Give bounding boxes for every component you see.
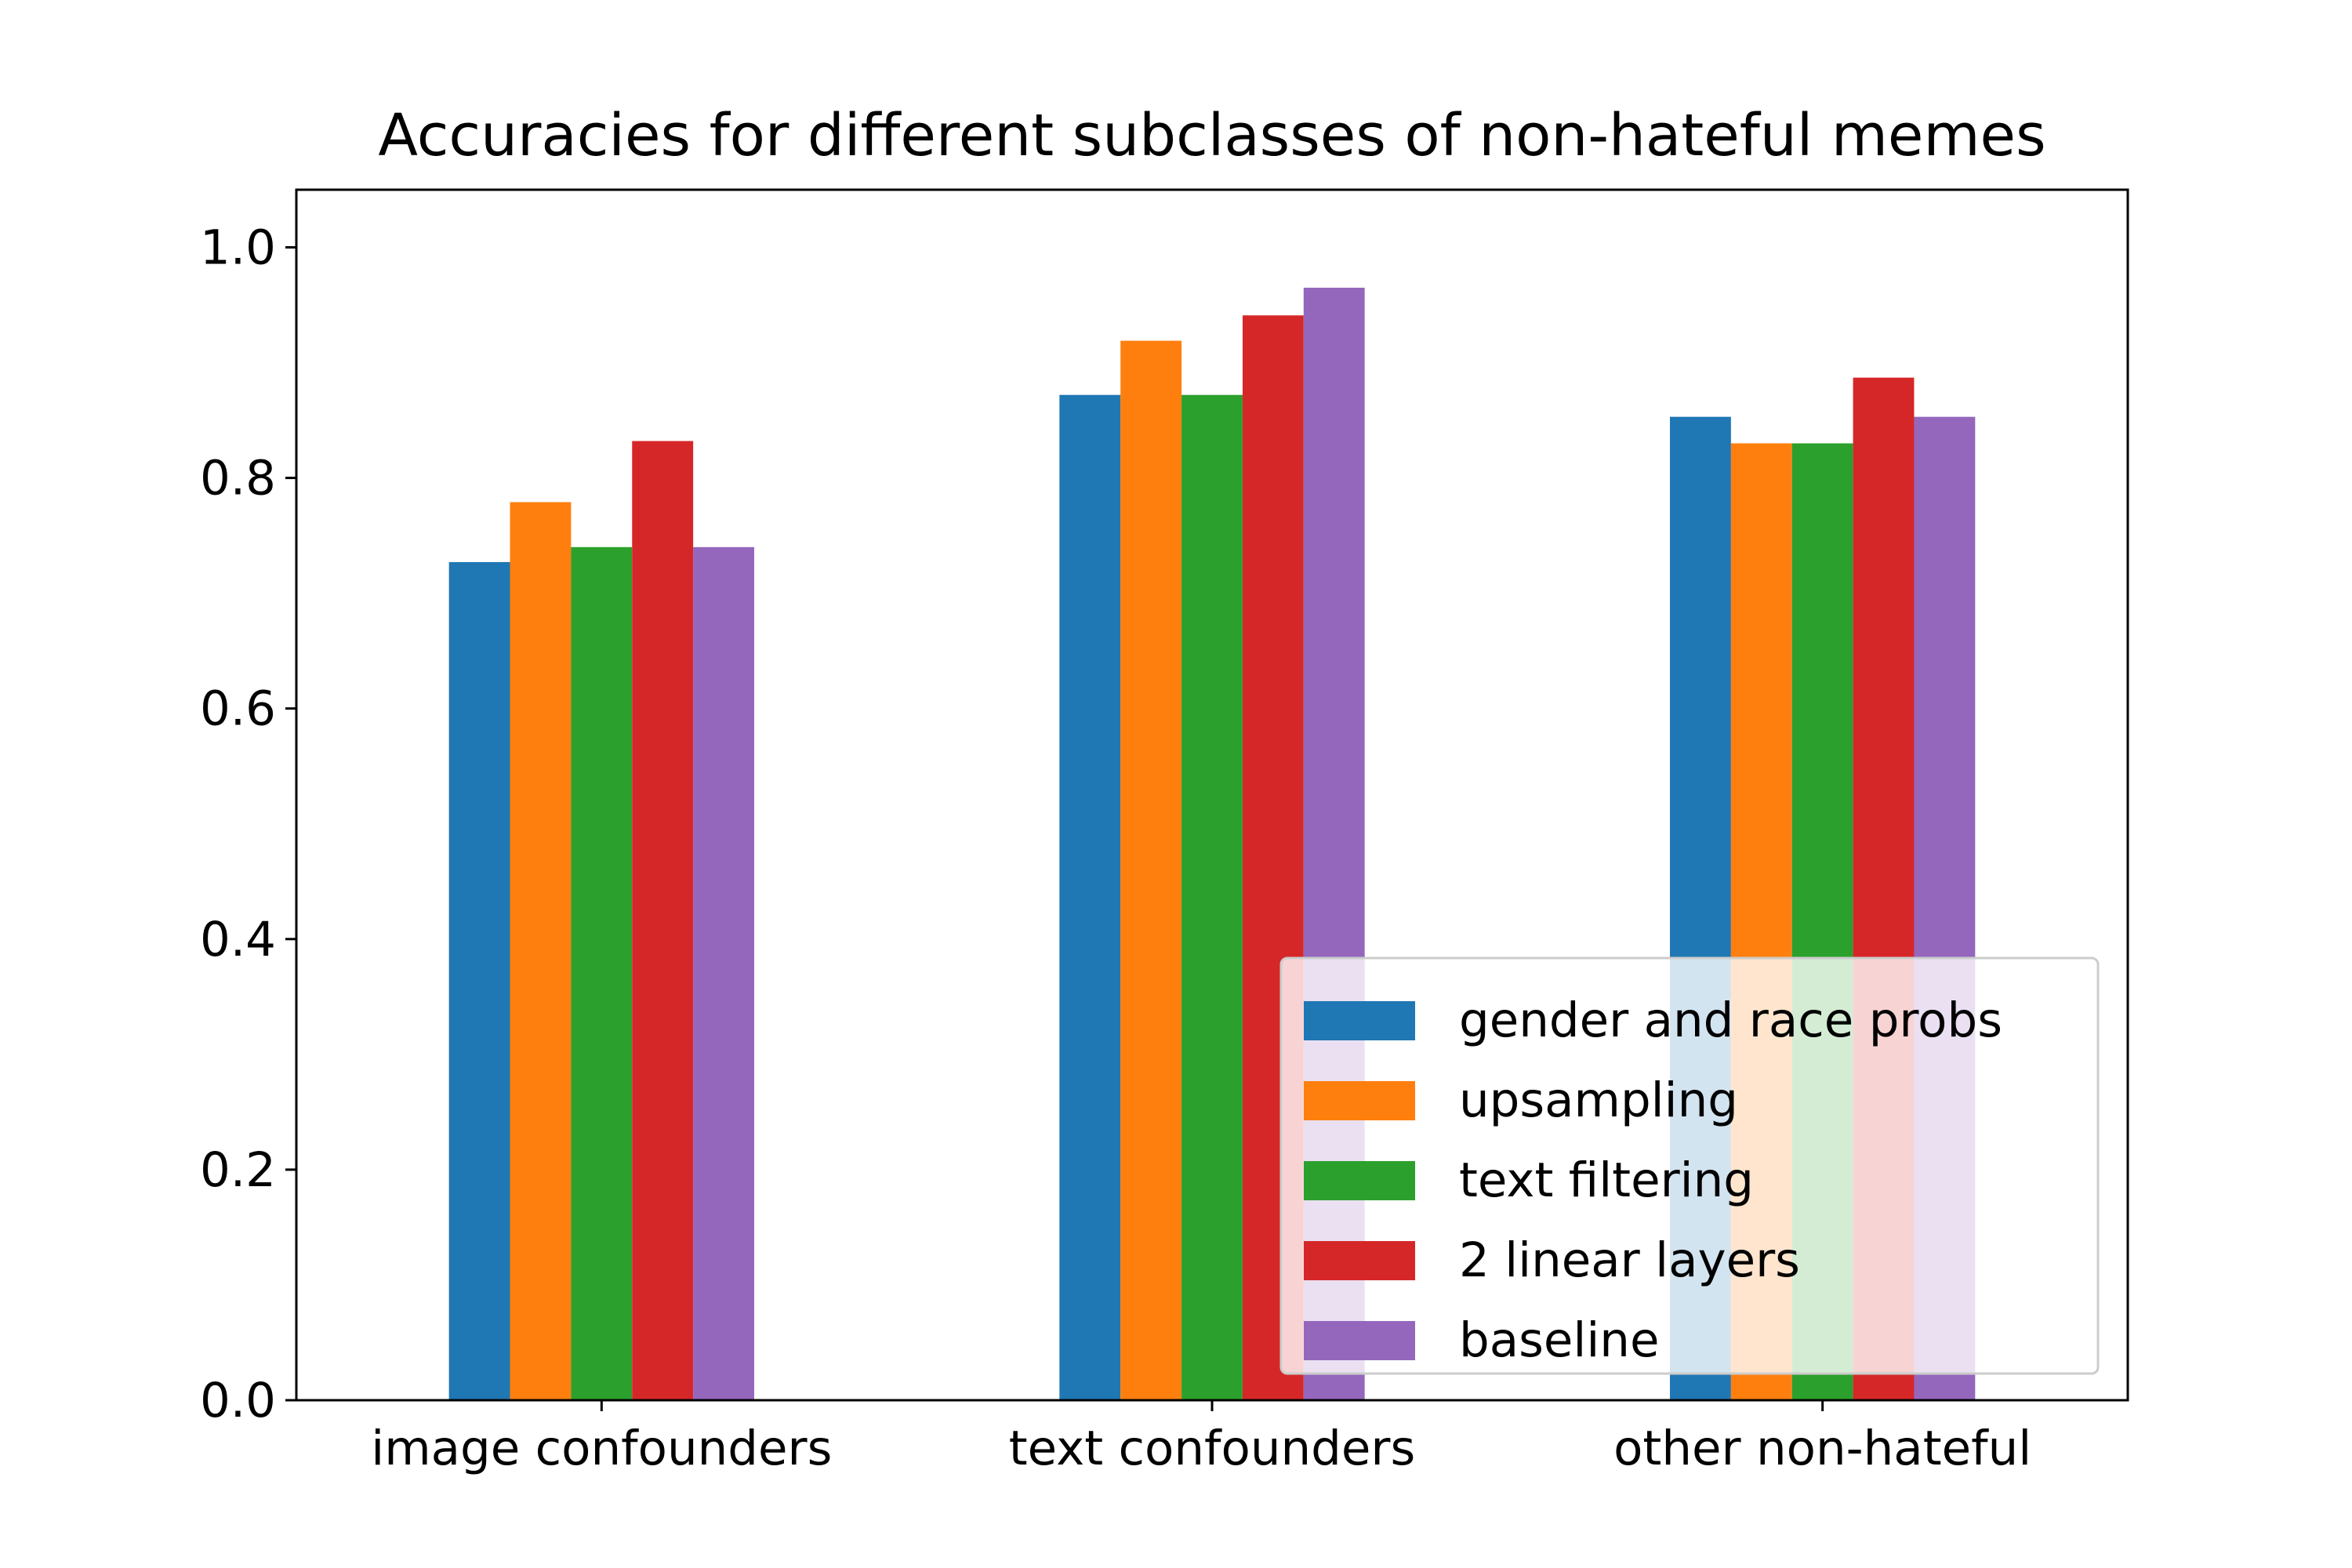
legend-label: baseline [1459, 1312, 1660, 1368]
legend-label: text filtering [1459, 1152, 1754, 1208]
legend-item: 2 linear layers [1304, 1232, 1800, 1288]
axes-layer: 0.0 0.2 0.4 0.6 0.8 1.0 image confounders text … [200, 188, 2129, 1476]
y-tick-label: 0.6 [200, 681, 276, 737]
legend: gender and race probs upsampling text filt… [1279, 956, 2100, 1375]
legend-item: gender and race probs [1304, 993, 2002, 1048]
plot-frame [295, 188, 2129, 1402]
chart-title: Accuracies for different subclasses of n… [378, 102, 2045, 169]
bar [632, 441, 694, 1401]
y-tick-label: 0.0 [200, 1373, 276, 1428]
y-tick-label: 0.2 [200, 1142, 276, 1198]
legend-label: 2 linear layers [1459, 1232, 1800, 1288]
x-tick-label: image confounders [371, 1421, 832, 1476]
x-tick-label: text confounders [1009, 1421, 1416, 1476]
y-tick-label: 1.0 [200, 220, 276, 275]
legend-label: gender and race probs [1459, 993, 2002, 1048]
bar [571, 546, 633, 1400]
legend-swatch [1304, 1241, 1415, 1280]
bar [1120, 340, 1182, 1400]
bar [693, 546, 754, 1400]
bar [1181, 394, 1243, 1400]
legend-swatch [1304, 1081, 1415, 1120]
legend-swatch [1304, 1001, 1415, 1040]
legend-swatch [1304, 1321, 1415, 1360]
bar [510, 502, 572, 1401]
x-tick-label: other non-hateful [1613, 1421, 2031, 1476]
y-tick-label: 0.4 [200, 912, 276, 967]
legend-item: text filtering [1304, 1152, 1754, 1208]
bar [1059, 394, 1121, 1400]
legend-swatch [1304, 1161, 1415, 1200]
series-2 [510, 340, 1792, 1401]
legend-box [1279, 956, 2100, 1375]
legend-label: upsampling [1459, 1073, 1738, 1128]
bar [448, 561, 510, 1401]
y-tick-label: 0.8 [200, 451, 276, 506]
legend-item: baseline [1304, 1312, 1660, 1368]
legend-item: upsampling [1304, 1073, 1738, 1128]
